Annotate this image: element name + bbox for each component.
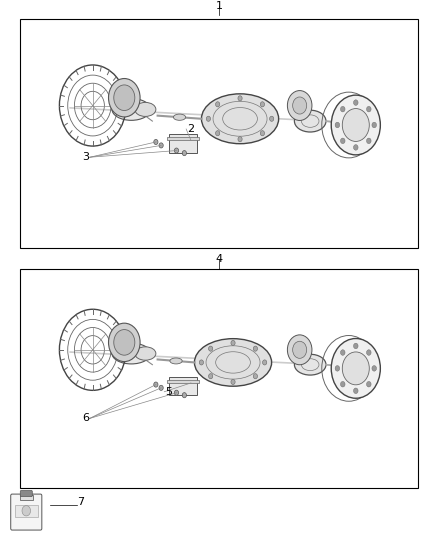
Circle shape — [154, 140, 158, 144]
Circle shape — [114, 85, 135, 110]
Circle shape — [287, 335, 312, 365]
Circle shape — [340, 138, 345, 143]
Circle shape — [260, 102, 265, 107]
Text: 3: 3 — [82, 152, 89, 162]
Circle shape — [109, 78, 140, 117]
Circle shape — [342, 109, 369, 141]
Circle shape — [238, 96, 242, 101]
Circle shape — [353, 100, 358, 106]
Circle shape — [182, 393, 187, 398]
Text: 6: 6 — [82, 414, 89, 423]
Circle shape — [340, 107, 345, 112]
Circle shape — [159, 385, 163, 390]
Ellipse shape — [194, 338, 272, 386]
Circle shape — [109, 323, 140, 361]
Circle shape — [182, 150, 187, 156]
Circle shape — [353, 144, 358, 150]
Circle shape — [114, 329, 135, 355]
Circle shape — [340, 350, 345, 356]
Ellipse shape — [201, 94, 279, 144]
Circle shape — [335, 366, 339, 371]
Circle shape — [231, 379, 235, 384]
Circle shape — [154, 382, 158, 387]
Text: 7: 7 — [78, 497, 85, 507]
Ellipse shape — [294, 354, 326, 375]
Circle shape — [253, 346, 258, 351]
Circle shape — [262, 360, 267, 365]
FancyBboxPatch shape — [11, 494, 42, 530]
Ellipse shape — [135, 102, 156, 116]
Circle shape — [340, 382, 345, 387]
Bar — [20, 19, 418, 248]
Circle shape — [260, 131, 265, 136]
Circle shape — [331, 338, 380, 398]
Circle shape — [293, 97, 307, 114]
Text: 4: 4 — [215, 254, 223, 263]
Circle shape — [287, 91, 312, 120]
Circle shape — [353, 388, 358, 393]
Circle shape — [293, 341, 307, 358]
Circle shape — [367, 382, 371, 387]
Circle shape — [238, 136, 242, 142]
Circle shape — [215, 131, 220, 136]
Bar — [20, 269, 418, 488]
Circle shape — [208, 346, 213, 351]
Circle shape — [342, 352, 369, 385]
Circle shape — [367, 138, 371, 143]
Circle shape — [269, 116, 274, 122]
FancyBboxPatch shape — [20, 490, 32, 497]
Text: 1: 1 — [215, 2, 223, 11]
Text: 5: 5 — [165, 387, 172, 397]
Circle shape — [22, 505, 31, 516]
Circle shape — [353, 343, 358, 349]
Ellipse shape — [112, 99, 151, 120]
Circle shape — [215, 102, 220, 107]
Circle shape — [208, 374, 213, 379]
Circle shape — [253, 374, 258, 379]
FancyBboxPatch shape — [169, 134, 197, 154]
Bar — [15, 505, 38, 517]
Circle shape — [367, 107, 371, 112]
FancyBboxPatch shape — [169, 377, 197, 395]
Circle shape — [206, 116, 211, 122]
Circle shape — [372, 122, 377, 128]
Circle shape — [159, 143, 163, 148]
Ellipse shape — [135, 347, 156, 360]
Bar — [167, 380, 199, 383]
Text: 2: 2 — [187, 124, 194, 134]
Circle shape — [199, 360, 204, 365]
Circle shape — [335, 122, 339, 128]
Ellipse shape — [294, 110, 326, 132]
Circle shape — [174, 148, 179, 153]
Circle shape — [331, 95, 380, 155]
Circle shape — [174, 390, 179, 395]
Ellipse shape — [170, 358, 182, 364]
Ellipse shape — [112, 343, 151, 364]
Ellipse shape — [173, 114, 186, 120]
Bar — [20, 495, 32, 499]
Circle shape — [367, 350, 371, 356]
Circle shape — [231, 341, 235, 345]
Bar — [167, 137, 199, 140]
Circle shape — [372, 366, 377, 371]
